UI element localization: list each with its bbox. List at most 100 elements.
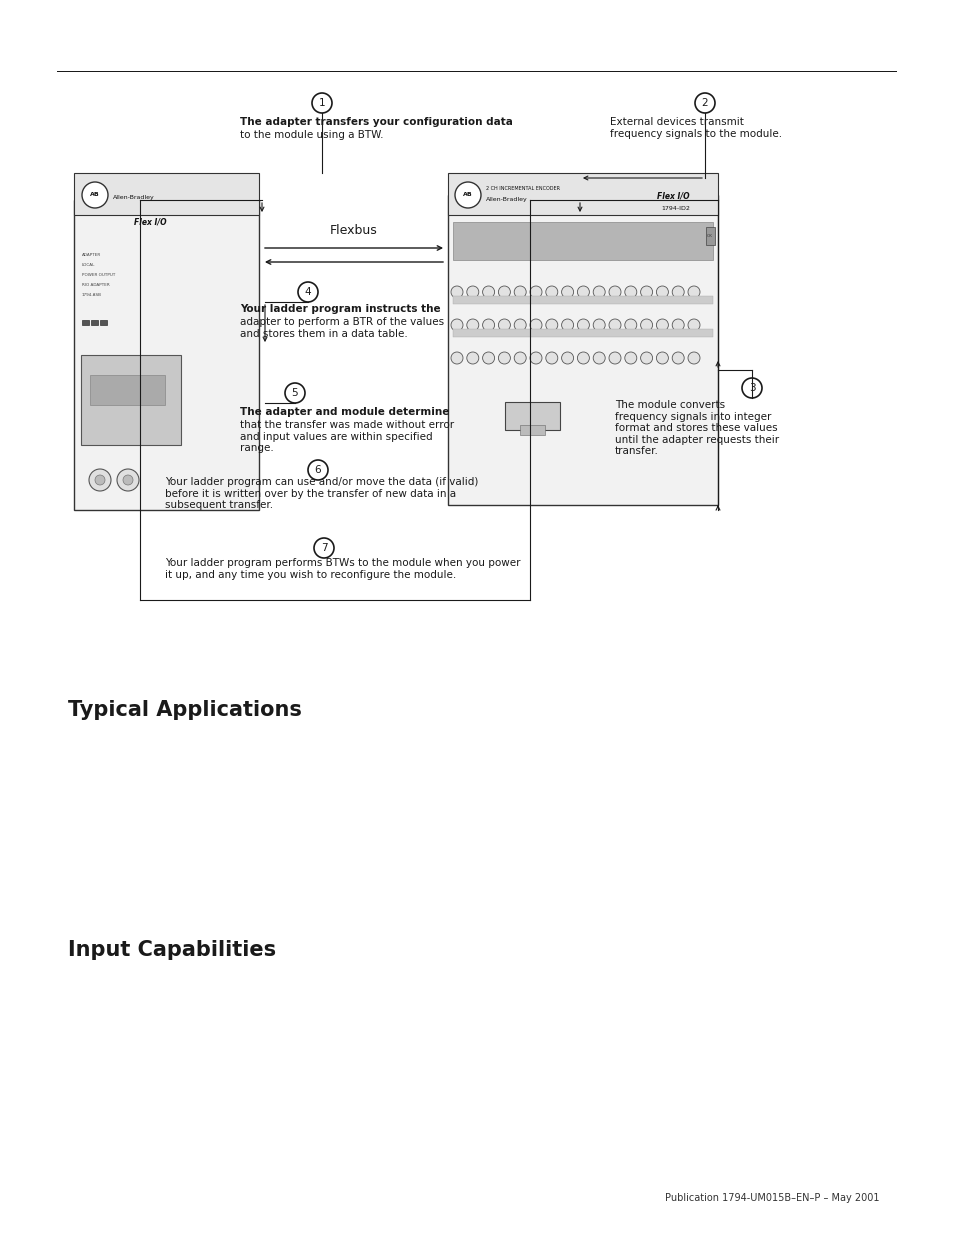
Circle shape <box>117 469 139 492</box>
Circle shape <box>451 287 462 298</box>
Circle shape <box>89 469 111 492</box>
Bar <box>81 354 181 445</box>
Circle shape <box>466 352 478 364</box>
Text: The adapter transfers your configuration data: The adapter transfers your configuration… <box>240 117 513 127</box>
Text: Your ladder program instructs the: Your ladder program instructs the <box>240 304 440 314</box>
Text: 1794-ID2: 1794-ID2 <box>660 205 689 210</box>
Text: Typical Applications: Typical Applications <box>68 700 301 720</box>
Circle shape <box>577 287 589 298</box>
Circle shape <box>466 287 478 298</box>
Circle shape <box>672 352 683 364</box>
Circle shape <box>82 182 108 207</box>
Text: LOCAL: LOCAL <box>82 263 95 267</box>
Text: 6: 6 <box>314 466 321 475</box>
Circle shape <box>624 287 637 298</box>
Circle shape <box>497 319 510 331</box>
Text: ADAPTER: ADAPTER <box>82 253 101 257</box>
Text: 1794-ASB: 1794-ASB <box>82 293 102 296</box>
Text: Allen-Bradley: Allen-Bradley <box>112 194 154 200</box>
Bar <box>57 70 896 72</box>
Circle shape <box>514 287 526 298</box>
Circle shape <box>530 352 541 364</box>
Circle shape <box>451 352 462 364</box>
Circle shape <box>577 319 589 331</box>
Circle shape <box>672 287 683 298</box>
Bar <box>91 320 98 325</box>
Circle shape <box>672 319 683 331</box>
Bar <box>453 222 712 261</box>
Circle shape <box>314 538 334 558</box>
Circle shape <box>312 93 332 112</box>
Circle shape <box>497 287 510 298</box>
Circle shape <box>285 383 305 403</box>
Circle shape <box>656 287 668 298</box>
Bar <box>74 173 258 215</box>
Circle shape <box>687 352 700 364</box>
Text: adapter to perform a BTR of the values
and stores them in a data table.: adapter to perform a BTR of the values a… <box>240 317 444 338</box>
Text: Your ladder program can use and/or move the data (if valid)
before it is written: Your ladder program can use and/or move … <box>165 477 477 510</box>
Circle shape <box>608 319 620 331</box>
Text: The adapter and module determine: The adapter and module determine <box>240 408 449 417</box>
Circle shape <box>123 475 132 485</box>
Text: that the transfer was made without error
and input values are within specified
r: that the transfer was made without error… <box>240 420 454 453</box>
Text: to the module using a BTW.: to the module using a BTW. <box>240 130 383 140</box>
Text: RIO ADAPTER: RIO ADAPTER <box>82 283 110 287</box>
Text: 7: 7 <box>320 543 327 553</box>
Circle shape <box>95 475 105 485</box>
Text: The module converts
frequency signals into integer
format and stores these value: The module converts frequency signals in… <box>615 400 779 457</box>
Circle shape <box>451 319 462 331</box>
Circle shape <box>545 352 558 364</box>
Circle shape <box>656 319 668 331</box>
Text: External devices transmit
frequency signals to the module.: External devices transmit frequency sign… <box>609 117 781 138</box>
Text: 3: 3 <box>748 383 755 393</box>
Text: AB: AB <box>90 193 100 198</box>
Circle shape <box>561 319 573 331</box>
Text: Flex I/O: Flex I/O <box>657 191 689 200</box>
Bar <box>705 227 714 245</box>
Bar <box>82 320 89 325</box>
Text: 5: 5 <box>292 388 298 398</box>
Circle shape <box>741 378 761 398</box>
Bar <box>90 375 165 405</box>
Bar <box>448 195 718 505</box>
Circle shape <box>624 319 637 331</box>
Text: Flexbus: Flexbus <box>330 224 377 236</box>
Circle shape <box>687 319 700 331</box>
Bar <box>74 200 258 510</box>
Circle shape <box>530 287 541 298</box>
Text: 2 CH INCREMENTAL ENCODER: 2 CH INCREMENTAL ENCODER <box>485 185 559 190</box>
Circle shape <box>687 287 700 298</box>
Text: AB: AB <box>462 193 473 198</box>
Text: Input Capabilities: Input Capabilities <box>68 940 275 960</box>
Circle shape <box>482 352 494 364</box>
Circle shape <box>593 287 604 298</box>
Circle shape <box>608 352 620 364</box>
Bar <box>504 403 559 430</box>
Circle shape <box>297 282 317 303</box>
Circle shape <box>482 287 494 298</box>
Circle shape <box>561 352 573 364</box>
Circle shape <box>624 352 637 364</box>
Bar <box>100 320 107 325</box>
Text: POWER OUTPUT: POWER OUTPUT <box>82 273 115 277</box>
Circle shape <box>593 319 604 331</box>
Circle shape <box>561 287 573 298</box>
Circle shape <box>466 319 478 331</box>
Circle shape <box>545 319 558 331</box>
Circle shape <box>577 352 589 364</box>
Text: OK: OK <box>706 233 712 238</box>
Circle shape <box>639 352 652 364</box>
Text: 2: 2 <box>701 98 707 107</box>
Text: 4: 4 <box>304 287 311 296</box>
Text: Allen-Bradley: Allen-Bradley <box>485 198 527 203</box>
Circle shape <box>656 352 668 364</box>
Circle shape <box>482 319 494 331</box>
Circle shape <box>593 352 604 364</box>
Bar <box>519 425 544 435</box>
Circle shape <box>639 287 652 298</box>
Text: 1: 1 <box>318 98 325 107</box>
Circle shape <box>497 352 510 364</box>
Circle shape <box>530 319 541 331</box>
Circle shape <box>514 352 526 364</box>
Text: Flex I/O: Flex I/O <box>133 217 166 226</box>
